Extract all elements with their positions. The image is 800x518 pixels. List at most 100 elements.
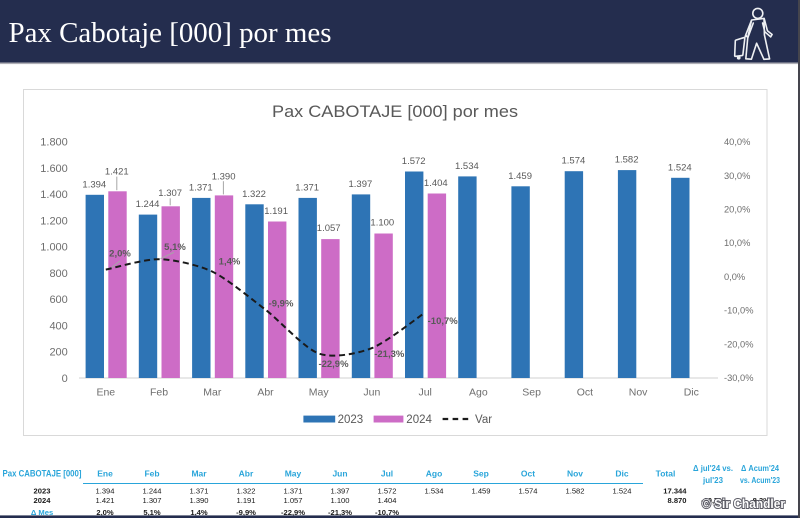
svg-text:1.191: 1.191	[236, 496, 255, 505]
svg-text:400: 400	[49, 320, 67, 332]
svg-text:1.244: 1.244	[136, 199, 160, 210]
svg-text:-20,0%: -20,0%	[724, 339, 753, 349]
svg-text:Nov: Nov	[629, 387, 648, 399]
svg-text:Nov: Nov	[567, 469, 583, 479]
svg-text:© Sir Chandler: © Sir Chandler	[702, 496, 785, 511]
svg-text:Feb: Feb	[144, 469, 159, 479]
svg-text:1.307: 1.307	[142, 496, 161, 505]
svg-text:1.574: 1.574	[518, 486, 537, 495]
svg-text:1.572: 1.572	[377, 486, 396, 495]
svg-text:1.057: 1.057	[283, 496, 302, 505]
svg-text:Total: Total	[656, 469, 676, 479]
svg-text:May: May	[285, 469, 302, 479]
svg-text:Oct: Oct	[577, 387, 593, 399]
svg-text:200: 200	[49, 347, 67, 359]
svg-text:1.100: 1.100	[370, 217, 394, 228]
svg-text:Δ Acum'24: Δ Acum'24	[741, 463, 779, 473]
svg-text:600: 600	[49, 294, 67, 306]
svg-text:-10,7%: -10,7%	[701, 496, 725, 505]
svg-text:1.421: 1.421	[105, 166, 129, 177]
svg-text:Jul: Jul	[418, 387, 431, 399]
svg-text:-10,0%: -10,0%	[724, 306, 753, 316]
svg-text:Var: Var	[475, 414, 492, 426]
svg-text:0,0%: 0,0%	[724, 272, 745, 282]
svg-text:1.244: 1.244	[142, 486, 161, 495]
svg-text:1.390: 1.390	[189, 496, 208, 505]
svg-text:1.322: 1.322	[242, 189, 266, 200]
svg-text:Oct: Oct	[521, 469, 535, 479]
svg-text:1.057: 1.057	[317, 223, 341, 234]
svg-text:1.404: 1.404	[377, 496, 396, 505]
svg-text:20,0%: 20,0%	[724, 205, 750, 215]
svg-text:-9,9%: -9,9%	[236, 508, 256, 517]
svg-text:1.574: 1.574	[562, 156, 586, 167]
svg-text:-9,9%: -9,9%	[269, 298, 294, 309]
svg-text:1.524: 1.524	[668, 162, 692, 173]
svg-text:8.870: 8.870	[667, 496, 686, 505]
svg-text:Pax Cabotaje [000] por mes: Pax Cabotaje [000] por mes	[9, 17, 332, 49]
svg-text:2023: 2023	[338, 414, 364, 426]
svg-text:vs. Acum'23: vs. Acum'23	[740, 475, 780, 485]
svg-text:1.600: 1.600	[40, 163, 68, 175]
svg-text:Mar: Mar	[191, 469, 207, 479]
svg-text:-21,3%: -21,3%	[328, 508, 352, 517]
svg-text:2,0%: 2,0%	[109, 248, 131, 259]
svg-text:Ene: Ene	[97, 469, 113, 479]
svg-text:May: May	[309, 387, 330, 399]
svg-text:Feb: Feb	[150, 387, 168, 399]
svg-text:1.800: 1.800	[40, 137, 68, 149]
svg-text:1.322: 1.322	[236, 486, 255, 495]
svg-text:Mar: Mar	[203, 387, 222, 399]
svg-text:1.200: 1.200	[40, 215, 68, 227]
svg-text:Ene: Ene	[96, 387, 115, 399]
svg-text:30,0%: 30,0%	[724, 171, 750, 181]
svg-text:Dic: Dic	[615, 469, 629, 479]
svg-text:1.371: 1.371	[189, 486, 208, 495]
svg-text:1.000: 1.000	[40, 242, 68, 254]
svg-text:1.390: 1.390	[212, 171, 236, 182]
svg-text:-22,9%: -22,9%	[281, 508, 305, 517]
svg-text:Dic: Dic	[684, 387, 699, 399]
svg-text:-30,0%: -30,0%	[724, 373, 753, 383]
svg-text:Sep: Sep	[522, 387, 541, 399]
svg-text:1.191: 1.191	[264, 206, 288, 217]
svg-text:1.394: 1.394	[82, 179, 106, 190]
svg-text:1.397: 1.397	[330, 486, 349, 495]
svg-text:1.524: 1.524	[612, 486, 631, 495]
svg-text:40,0%: 40,0%	[724, 137, 750, 147]
svg-text:1.400: 1.400	[40, 189, 68, 201]
svg-text:Abr: Abr	[239, 469, 254, 479]
svg-text:1.397: 1.397	[349, 179, 373, 190]
svg-text:800: 800	[49, 268, 67, 280]
svg-text:Δ Mes: Δ Mes	[31, 508, 53, 517]
svg-text:17.344: 17.344	[663, 486, 687, 495]
svg-text:-8,3%: -8,3%	[750, 496, 770, 505]
svg-text:-10,7%: -10,7%	[428, 316, 459, 327]
svg-text:1.371: 1.371	[189, 182, 213, 193]
svg-text:jul'23: jul'23	[702, 475, 723, 485]
svg-text:10,0%: 10,0%	[724, 238, 750, 248]
svg-text:Jun: Jun	[363, 387, 380, 399]
svg-text:1.459: 1.459	[508, 171, 532, 182]
svg-text:Jul: Jul	[381, 469, 393, 479]
svg-text:1.582: 1.582	[565, 486, 584, 495]
svg-text:Ago: Ago	[426, 469, 443, 479]
svg-text:1.307: 1.307	[158, 188, 182, 199]
svg-text:1,4%: 1,4%	[190, 508, 208, 517]
svg-text:1.572: 1.572	[402, 156, 426, 167]
svg-text:-22,9%: -22,9%	[318, 359, 349, 370]
svg-text:5,1%: 5,1%	[164, 242, 186, 253]
svg-text:1.421: 1.421	[95, 496, 114, 505]
svg-text:Abr: Abr	[257, 387, 274, 399]
svg-text:2023: 2023	[34, 486, 51, 495]
svg-text:-10,7%: -10,7%	[375, 508, 399, 517]
svg-text:1.534: 1.534	[455, 161, 479, 172]
svg-text:1.100: 1.100	[330, 496, 349, 505]
svg-text:-21,3%: -21,3%	[374, 349, 405, 360]
svg-text:1.371: 1.371	[295, 182, 319, 193]
svg-text:2,0%: 2,0%	[96, 508, 114, 517]
svg-text:1.394: 1.394	[95, 486, 114, 495]
svg-text:2024: 2024	[406, 414, 432, 426]
svg-text:Sep: Sep	[473, 469, 489, 479]
svg-text:1.371: 1.371	[283, 486, 302, 495]
